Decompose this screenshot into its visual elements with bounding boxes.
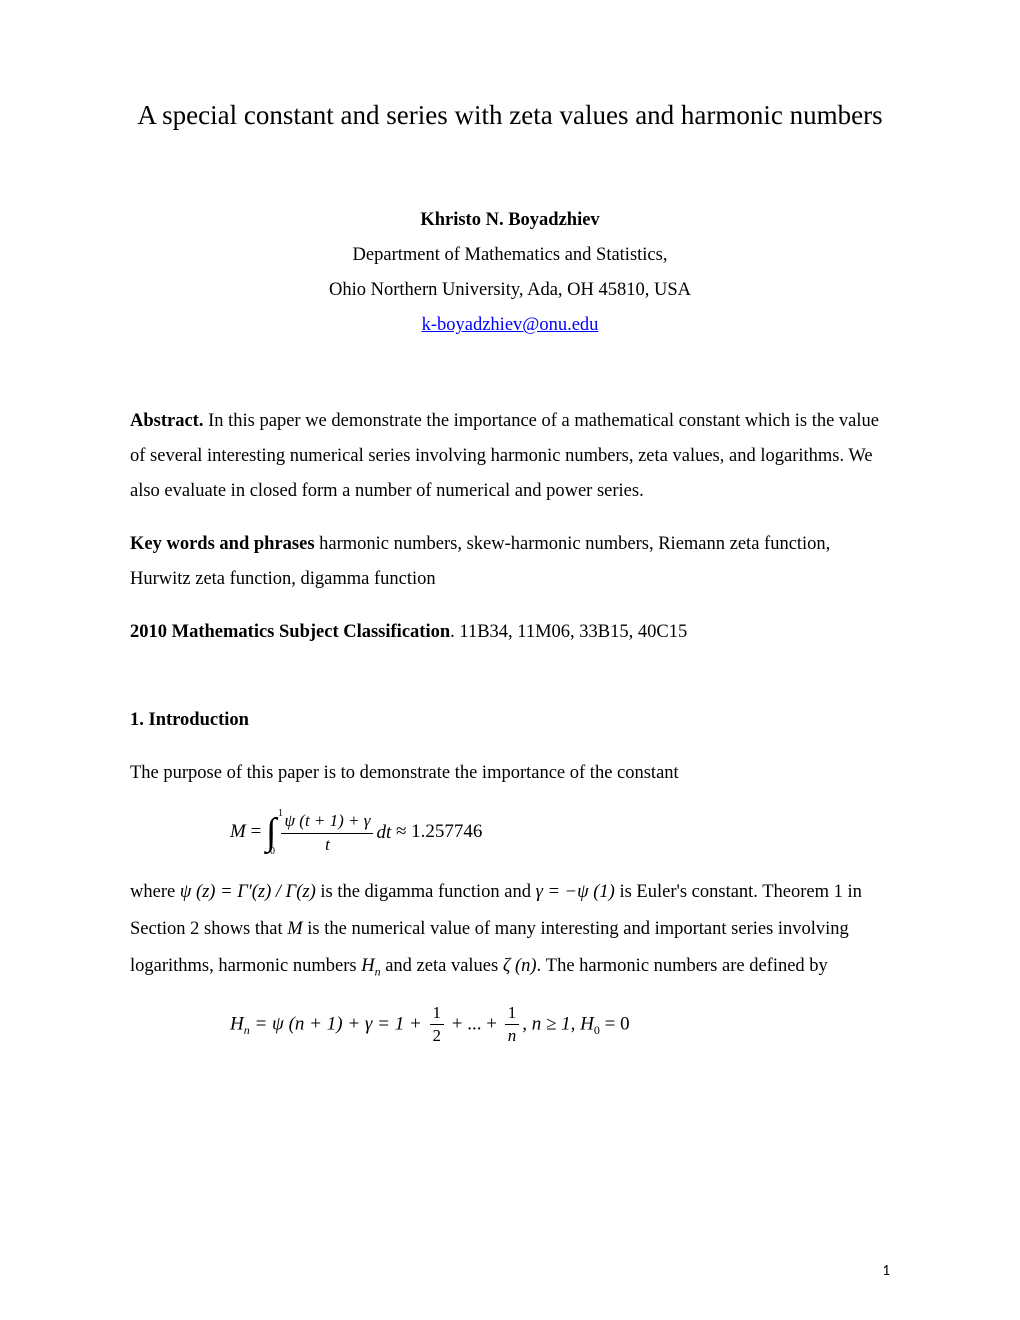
- eq2-plus-dots: + ... +: [447, 1013, 502, 1034]
- body1-zeta: ζ (n): [503, 956, 537, 976]
- eq2-frac2: 1n: [505, 1003, 520, 1047]
- keywords-label: Key words and phrases: [130, 534, 315, 554]
- eq2-H0: H: [580, 1013, 594, 1034]
- eq1-equals: =: [246, 822, 266, 843]
- body1-part6: . The harmonic numbers are defined by: [537, 956, 828, 976]
- msc-label: 2010 Mathematics Subject Classification: [130, 622, 450, 642]
- author-affiliation: Ohio Northern University, Ada, OH 45810,…: [130, 273, 890, 308]
- body1-part1: where: [130, 882, 180, 902]
- eq2-frac2-num: 1: [505, 1003, 520, 1025]
- eq2-eq: = ψ (n + 1) + γ = 1 +: [250, 1013, 427, 1034]
- section-1-heading: 1. Introduction: [130, 710, 890, 731]
- eq1-fraction: ψ (t + 1) + γt: [281, 811, 373, 855]
- abstract-block: Abstract. In this paper we demonstrate t…: [130, 404, 890, 509]
- author-name: Khristo N. Boyadzhiev: [130, 203, 890, 238]
- eq2-frac1-den: 2: [430, 1025, 445, 1046]
- eq2-cond: , n ≥ 1,: [522, 1013, 580, 1034]
- msc-text: . 11B34, 11M06, 33B15, 40C15: [450, 622, 687, 642]
- eq2-frac1-num: 1: [430, 1003, 445, 1025]
- body-paragraph-1: where ψ (z) = Γ′(z) / Γ(z) is the digamm…: [130, 874, 890, 985]
- body1-Hn: H: [361, 956, 374, 976]
- eq2-H0-val: = 0: [600, 1013, 630, 1034]
- body1-part2: is the digamma function and: [316, 882, 536, 902]
- eq2-Hn: H: [230, 1013, 244, 1034]
- equation-M-definition: M = ∫10 ψ (t + 1) + γt dt ≈ 1.257746: [230, 810, 890, 856]
- author-email-link[interactable]: k-boyadzhiev@onu.edu: [422, 315, 599, 335]
- paper-title: A special constant and series with zeta …: [130, 100, 890, 131]
- body1-gamma: γ = −ψ (1): [536, 882, 615, 902]
- page-content: A special constant and series with zeta …: [0, 0, 1020, 1115]
- body1-psi: ψ (z) = Γ′(z) / Γ(z): [180, 882, 316, 902]
- author-department: Department of Mathematics and Statistics…: [130, 238, 890, 273]
- integral-block: ∫10 ψ (t + 1) + γt dt: [266, 810, 391, 856]
- keywords-block: Key words and phrases harmonic numbers, …: [130, 527, 890, 597]
- author-block: Khristo N. Boyadzhiev Department of Math…: [130, 203, 890, 344]
- integral-icon: ∫10: [266, 810, 276, 856]
- eq1-frac-den: t: [281, 834, 373, 855]
- body1-M: M: [287, 919, 302, 939]
- eq2-frac2-den: n: [505, 1025, 520, 1046]
- intro-paragraph: The purpose of this paper is to demonstr…: [130, 755, 890, 792]
- eq1-approx: ≈ 1.257746: [391, 822, 482, 843]
- msc-block: 2010 Mathematics Subject Classification.…: [130, 615, 890, 650]
- eq1-dt: dt: [376, 822, 391, 845]
- int-lower: 0: [270, 846, 275, 858]
- equation-harmonic-definition: Hn = ψ (n + 1) + γ = 1 + 12 + ... + 1n, …: [230, 1003, 890, 1047]
- eq1-lhs: M: [230, 822, 246, 843]
- abstract-label: Abstract.: [130, 411, 203, 431]
- eq2-frac1: 12: [430, 1003, 445, 1047]
- body1-part5: and zeta values: [381, 956, 503, 976]
- eq1-frac-num: ψ (t + 1) + γ: [281, 811, 373, 833]
- page-number: 1: [882, 1262, 890, 1280]
- abstract-text: In this paper we demonstrate the importa…: [130, 411, 879, 501]
